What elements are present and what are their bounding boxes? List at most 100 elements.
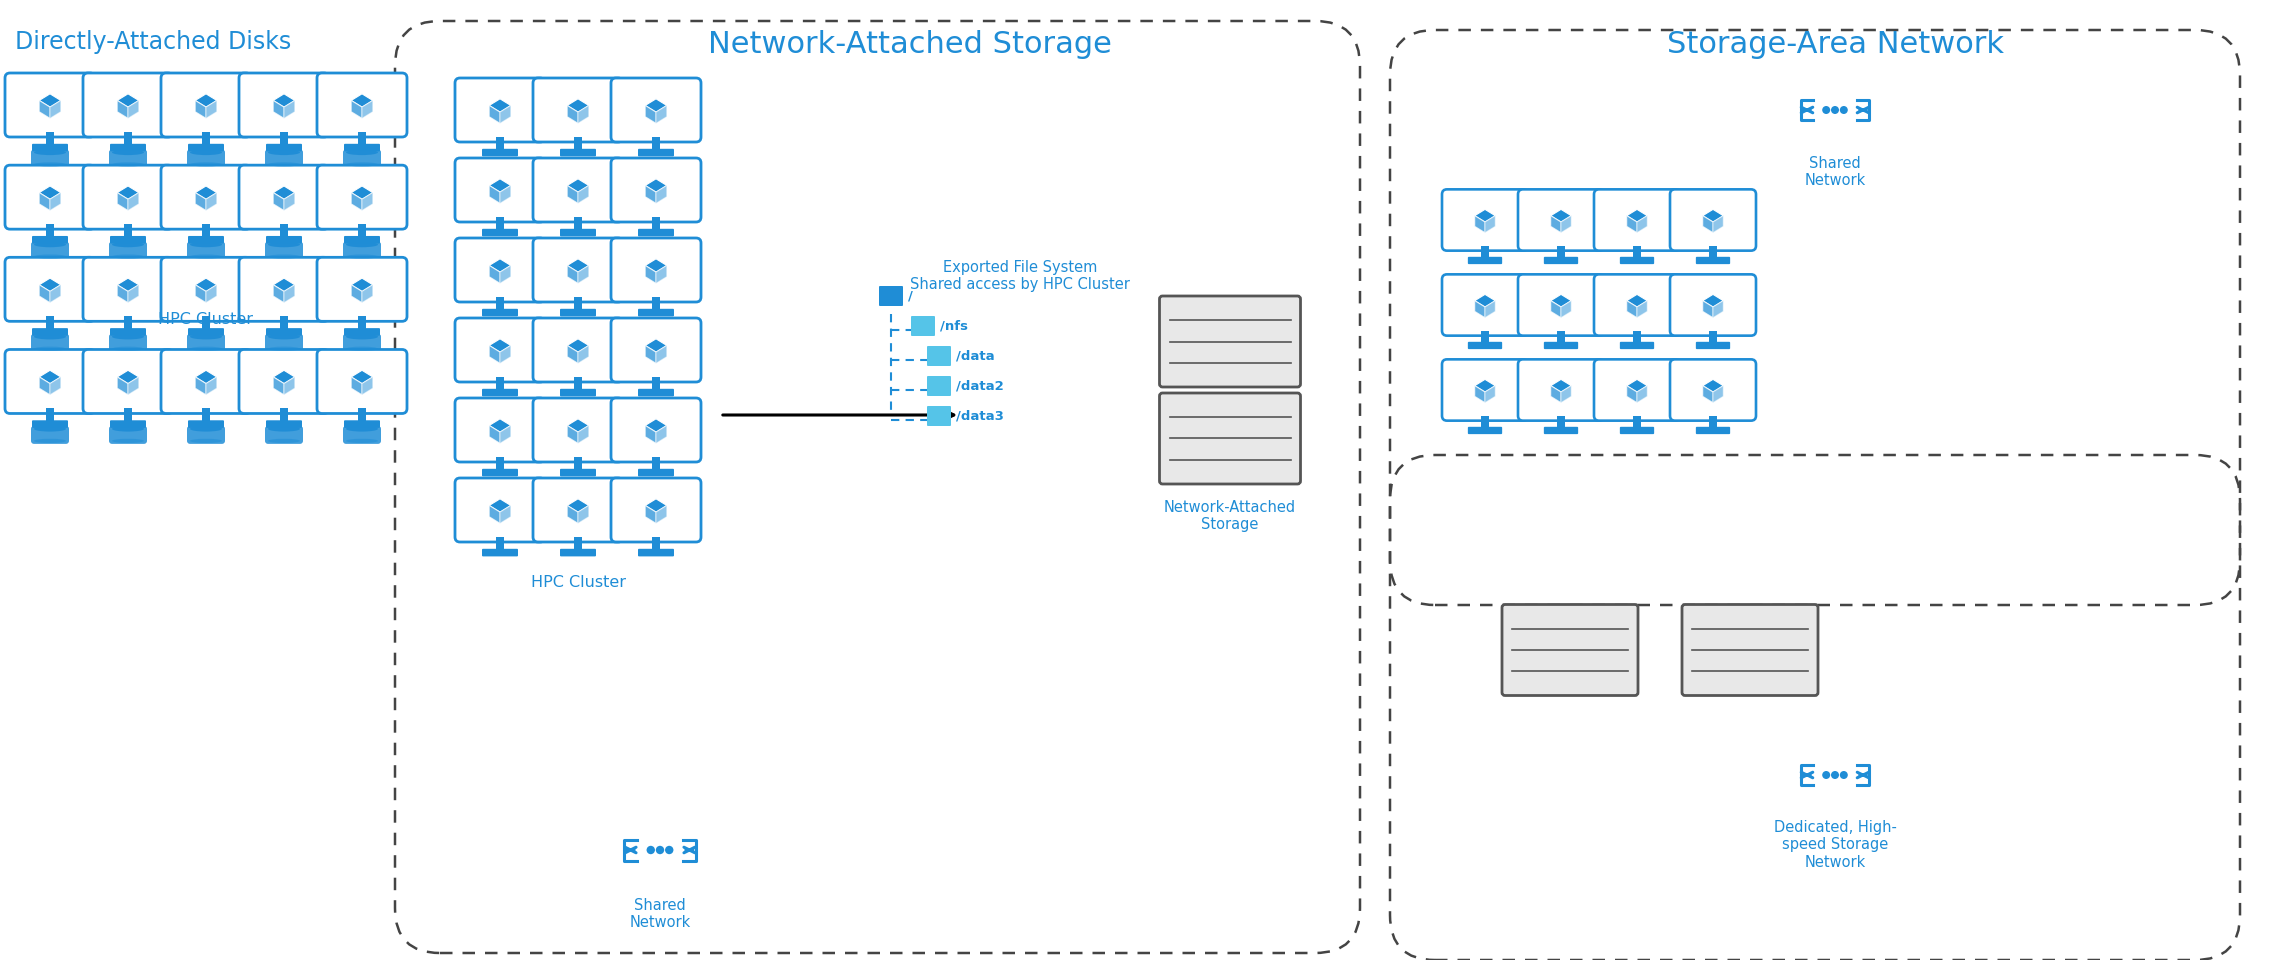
FancyBboxPatch shape	[534, 78, 623, 142]
Polygon shape	[1562, 216, 1571, 232]
Polygon shape	[39, 186, 62, 200]
Polygon shape	[206, 193, 218, 210]
Ellipse shape	[268, 439, 300, 443]
Polygon shape	[646, 506, 655, 523]
FancyBboxPatch shape	[124, 316, 133, 329]
Polygon shape	[284, 377, 295, 395]
Ellipse shape	[190, 242, 222, 248]
FancyBboxPatch shape	[124, 224, 133, 237]
FancyBboxPatch shape	[572, 217, 582, 229]
Polygon shape	[490, 99, 511, 112]
FancyBboxPatch shape	[561, 228, 595, 236]
Polygon shape	[350, 186, 373, 200]
Polygon shape	[577, 185, 589, 204]
Polygon shape	[39, 278, 62, 292]
Polygon shape	[568, 266, 577, 283]
FancyBboxPatch shape	[110, 328, 147, 336]
FancyBboxPatch shape	[456, 238, 545, 302]
Polygon shape	[490, 425, 499, 444]
Polygon shape	[490, 339, 511, 352]
Ellipse shape	[112, 347, 144, 350]
FancyBboxPatch shape	[1518, 189, 1603, 251]
Polygon shape	[490, 506, 499, 523]
Polygon shape	[117, 377, 128, 395]
Polygon shape	[577, 425, 589, 444]
FancyBboxPatch shape	[639, 389, 673, 396]
Ellipse shape	[112, 242, 144, 248]
Polygon shape	[206, 285, 218, 302]
FancyBboxPatch shape	[266, 144, 302, 152]
FancyBboxPatch shape	[572, 537, 582, 550]
Circle shape	[1839, 106, 1848, 114]
FancyBboxPatch shape	[160, 257, 252, 322]
Ellipse shape	[112, 150, 144, 156]
FancyBboxPatch shape	[266, 328, 302, 336]
FancyBboxPatch shape	[611, 398, 701, 462]
FancyBboxPatch shape	[188, 420, 224, 428]
Polygon shape	[646, 419, 666, 432]
FancyBboxPatch shape	[639, 468, 673, 476]
Ellipse shape	[190, 439, 222, 443]
FancyBboxPatch shape	[32, 426, 69, 444]
Polygon shape	[499, 266, 511, 283]
Polygon shape	[568, 346, 577, 363]
Polygon shape	[206, 101, 218, 118]
FancyBboxPatch shape	[1468, 257, 1502, 264]
FancyBboxPatch shape	[534, 238, 623, 302]
FancyBboxPatch shape	[927, 406, 950, 426]
Polygon shape	[646, 339, 666, 352]
FancyBboxPatch shape	[357, 316, 366, 329]
Polygon shape	[1626, 209, 1647, 222]
FancyBboxPatch shape	[1443, 359, 1527, 420]
Polygon shape	[195, 186, 218, 200]
FancyBboxPatch shape	[561, 468, 595, 476]
Ellipse shape	[268, 162, 300, 166]
Text: Dedicated, High-
speed Storage
Network: Dedicated, High- speed Storage Network	[1772, 820, 1896, 870]
Polygon shape	[50, 193, 62, 210]
Polygon shape	[273, 377, 284, 395]
FancyBboxPatch shape	[1619, 427, 1653, 434]
Ellipse shape	[190, 254, 222, 258]
FancyBboxPatch shape	[238, 73, 330, 137]
Polygon shape	[39, 101, 50, 118]
FancyBboxPatch shape	[653, 457, 660, 469]
FancyBboxPatch shape	[653, 217, 660, 229]
FancyBboxPatch shape	[32, 242, 69, 259]
Ellipse shape	[34, 426, 66, 432]
Polygon shape	[499, 106, 511, 123]
FancyBboxPatch shape	[1557, 330, 1564, 343]
Polygon shape	[1484, 386, 1495, 402]
FancyBboxPatch shape	[639, 309, 673, 317]
FancyBboxPatch shape	[1482, 416, 1489, 428]
FancyBboxPatch shape	[202, 408, 211, 421]
Ellipse shape	[346, 347, 378, 350]
FancyBboxPatch shape	[495, 297, 504, 310]
FancyBboxPatch shape	[495, 217, 504, 229]
FancyBboxPatch shape	[124, 408, 133, 421]
FancyBboxPatch shape	[456, 398, 545, 462]
Ellipse shape	[190, 162, 222, 166]
Ellipse shape	[346, 254, 378, 258]
Polygon shape	[350, 101, 362, 118]
Polygon shape	[1626, 386, 1637, 402]
Polygon shape	[195, 193, 206, 210]
FancyBboxPatch shape	[344, 334, 380, 351]
FancyBboxPatch shape	[188, 426, 224, 444]
FancyBboxPatch shape	[1633, 330, 1642, 343]
Polygon shape	[490, 259, 511, 272]
FancyBboxPatch shape	[1543, 257, 1578, 264]
FancyBboxPatch shape	[202, 132, 211, 145]
FancyBboxPatch shape	[1482, 330, 1489, 343]
Polygon shape	[1550, 209, 1571, 222]
FancyBboxPatch shape	[1443, 275, 1527, 336]
Polygon shape	[350, 377, 362, 395]
FancyBboxPatch shape	[266, 242, 302, 259]
Polygon shape	[577, 346, 589, 363]
FancyBboxPatch shape	[639, 228, 673, 236]
Polygon shape	[568, 419, 589, 432]
Polygon shape	[195, 94, 218, 108]
Polygon shape	[499, 425, 511, 444]
Polygon shape	[350, 371, 373, 384]
Text: /data2: /data2	[955, 379, 1003, 393]
FancyBboxPatch shape	[1594, 275, 1681, 336]
